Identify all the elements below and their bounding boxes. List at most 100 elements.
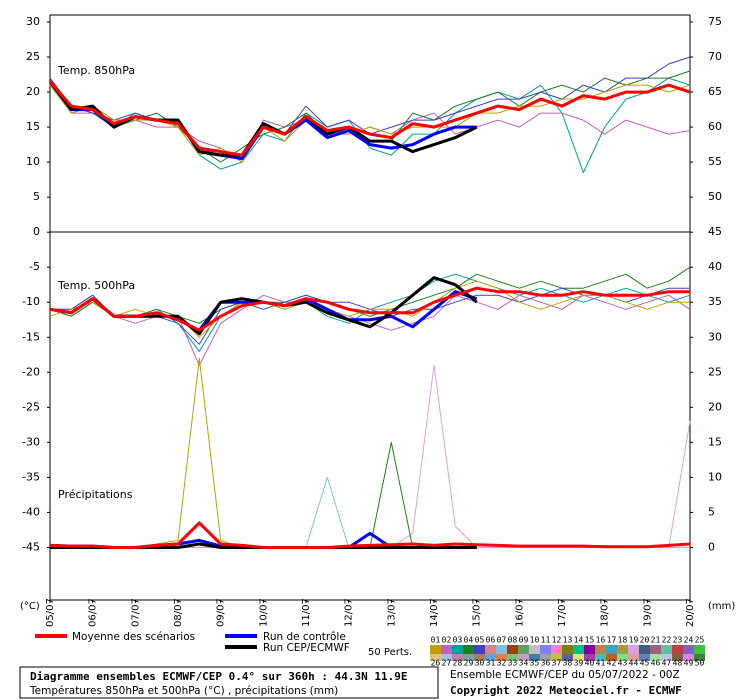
pert-label: 07 — [497, 636, 507, 645]
pert-swatch — [628, 654, 639, 661]
pert-label: 29 — [464, 659, 474, 668]
pert-label: 09 — [519, 636, 529, 645]
legend: Moyenne des scénarios Run de contrôleRun … — [35, 631, 705, 668]
copyright: Copyright 2022 Meteociel.fr - ECMWF — [450, 684, 682, 697]
x-tick-label: 13/07 — [386, 598, 397, 627]
pert-swatch — [507, 645, 518, 654]
pert-label: 48 — [673, 659, 683, 668]
footer-box — [19, 666, 439, 699]
y-tick-label: -40 — [22, 505, 40, 518]
pert-label: 14 — [574, 636, 584, 645]
legend-label: Run de contrôle — [263, 631, 346, 643]
pert-swatch — [474, 645, 485, 654]
pert-swatch — [562, 645, 573, 654]
pert-swatch — [595, 645, 606, 654]
pert-label: 31 — [486, 659, 496, 668]
pert-label: 36 — [541, 659, 551, 668]
pert-swatch — [463, 645, 474, 654]
pert-label: 42 — [607, 659, 617, 668]
y-tick-label: 15 — [26, 120, 40, 133]
x-tick-label: 06/07 — [88, 598, 99, 627]
y-tick-label: 10 — [26, 155, 40, 168]
y-tick-label: 25 — [26, 50, 40, 63]
pert-swatch — [485, 645, 496, 654]
pert-label: 01 — [431, 636, 441, 645]
y2-tick-label: 25 — [708, 365, 722, 378]
pert-swatch — [496, 654, 507, 661]
y-tick-label: -25 — [22, 400, 40, 413]
y2-tick-label: 5 — [708, 505, 715, 518]
pert-swatch — [606, 645, 617, 654]
pert-swatch — [672, 645, 683, 654]
pert-label: 40 — [585, 659, 595, 668]
pert-swatch — [518, 654, 529, 661]
pert-swatch — [683, 645, 694, 654]
pert-swatch — [595, 654, 606, 661]
x-tick-label: 15/07 — [472, 598, 483, 627]
annotation: Temp. 850hPa — [57, 64, 135, 77]
pert-swatch — [518, 645, 529, 654]
pert-swatch — [474, 654, 485, 661]
member-line — [49, 266, 691, 324]
pert-swatch — [529, 645, 540, 654]
y-tick-label: 5 — [33, 190, 40, 203]
pert-label: 06 — [486, 636, 496, 645]
pert-label: 49 — [684, 659, 694, 668]
pert-swatch — [639, 654, 650, 661]
main-line — [49, 521, 691, 549]
pert-swatch — [606, 654, 617, 661]
pert-swatch — [507, 654, 518, 661]
x-tick-label: 12/07 — [344, 598, 355, 627]
y-tick-label: -5 — [29, 260, 40, 273]
pert-label: 32 — [497, 659, 507, 668]
pert-label: 34 — [519, 659, 529, 668]
x-tick-label: 10/07 — [258, 598, 269, 627]
plot-area — [48, 56, 691, 549]
pert-label: 16 — [596, 636, 606, 645]
pert-label: 11 — [541, 636, 551, 645]
pert-swatch — [452, 645, 463, 654]
pert-label: 41 — [596, 659, 606, 668]
y2-tick-label: 50 — [708, 190, 722, 203]
pert-label: 26 — [431, 659, 441, 668]
pert-label: 37 — [552, 659, 562, 668]
pert-label: 28 — [453, 659, 463, 668]
pert-label: 30 — [475, 659, 485, 668]
pert-label: 39 — [574, 659, 584, 668]
annotation: Précipitations — [58, 488, 133, 501]
x-tick-label: 16/07 — [514, 598, 525, 627]
y2-tick-label: 75 — [708, 15, 722, 28]
pert-swatch — [628, 645, 639, 654]
y-tick-label: -10 — [22, 295, 40, 308]
pert-swatch — [441, 654, 452, 661]
pert-label: 50 — [695, 659, 705, 668]
pert-swatch — [551, 645, 562, 654]
x-tick-label: 14/07 — [429, 598, 440, 627]
pert-label: 17 — [607, 636, 617, 645]
y-tick-label: 20 — [26, 85, 40, 98]
pert-label: 20 — [640, 636, 650, 645]
y2-tick-label: 45 — [708, 225, 722, 238]
y2-tick-label: 70 — [708, 50, 722, 63]
y2-tick-label: 10 — [708, 470, 722, 483]
main-line — [48, 80, 691, 157]
pert-swatch — [540, 645, 551, 654]
pert-label: 02 — [442, 636, 452, 645]
pert-label: 23 — [673, 636, 683, 645]
pert-label: 45 — [640, 659, 650, 668]
y2-tick-label: 0 — [708, 540, 715, 553]
pert-label: 22 — [662, 636, 672, 645]
y2-axis-unit: (mm) — [708, 601, 735, 612]
x-tick-label: 17/07 — [557, 598, 568, 627]
pert-label: 47 — [662, 659, 672, 668]
y2-tick-label: 20 — [708, 400, 722, 413]
pert-swatch — [694, 645, 705, 654]
pert-label: 03 — [453, 636, 463, 645]
pert-label: 12 — [552, 636, 562, 645]
pert-swatch — [661, 645, 672, 654]
annotation: Temp. 500hPa — [57, 279, 135, 292]
pert-label: 05 — [475, 636, 485, 645]
perts-label: 50 Perts. — [368, 647, 412, 658]
pert-swatch — [551, 654, 562, 661]
